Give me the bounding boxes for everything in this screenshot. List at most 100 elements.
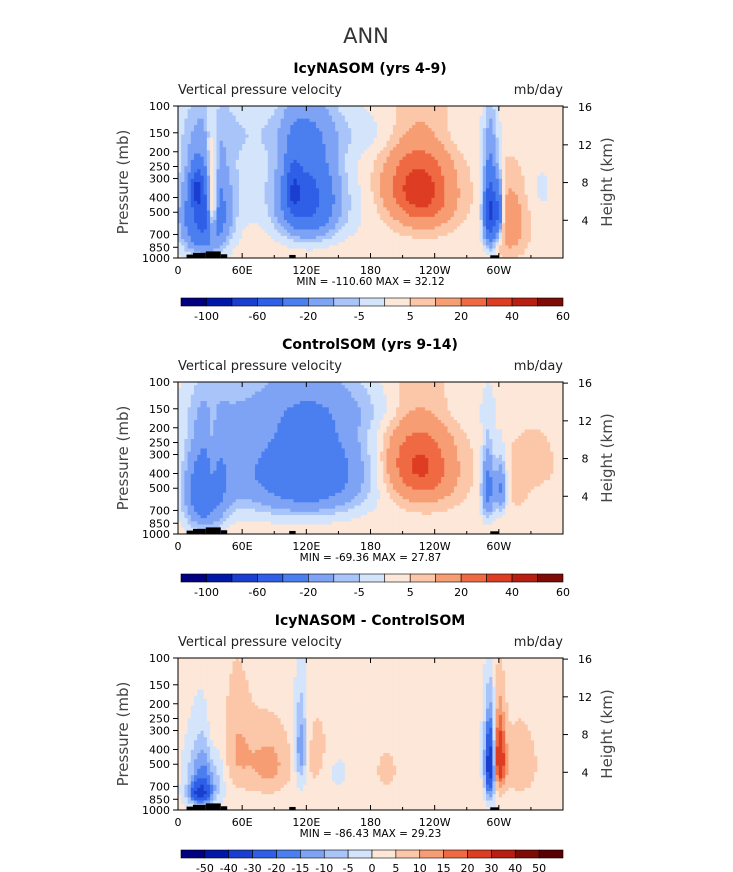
field-cell: [389, 210, 394, 215]
field-cell: [206, 109, 211, 113]
field-cell: [450, 175, 455, 180]
field-cell: [306, 251, 311, 256]
field-cell: [364, 106, 368, 110]
field-cell: [222, 197, 227, 202]
field-cell: [229, 194, 234, 199]
field-cell: [453, 134, 458, 139]
field-cell: [206, 188, 211, 192]
field-cell: [405, 112, 410, 116]
field-cell: [264, 254, 269, 259]
field-cell: [402, 172, 407, 177]
field-cell: [360, 188, 365, 192]
field-cell: [421, 191, 426, 196]
field-cell: [412, 121, 416, 126]
field-cell: [293, 175, 298, 180]
field-cell: [258, 169, 262, 173]
field-cell: [309, 182, 314, 186]
field-cell: [232, 115, 237, 120]
field-cell: [370, 147, 375, 151]
field-cell: [348, 245, 352, 249]
field-cell: [338, 147, 343, 151]
field-cell: [197, 175, 201, 180]
field-cell: [261, 197, 266, 202]
field-cell: [210, 112, 214, 116]
field-cell: [222, 109, 227, 113]
field-cell: [242, 144, 246, 148]
field-cell: [466, 251, 471, 256]
field-cell: [392, 106, 397, 110]
field-cell: [210, 210, 214, 215]
field-cell: [505, 144, 509, 148]
field-cell: [200, 248, 205, 253]
field-cell: [210, 147, 214, 151]
field-cell: [498, 226, 503, 230]
field-cell: [376, 248, 381, 253]
field-cell: [203, 207, 208, 211]
field-cell: [338, 213, 343, 218]
field-cell: [200, 226, 205, 230]
field-cell: [283, 159, 288, 164]
field-cell: [251, 210, 256, 215]
field-cell: [299, 172, 304, 177]
field-cell: [463, 188, 468, 192]
field-cell: [399, 134, 404, 139]
field-cell: [486, 178, 490, 183]
field-cell: [399, 182, 404, 186]
field-cell: [428, 150, 432, 154]
field-cell: [437, 156, 442, 161]
field-cell: [367, 216, 371, 221]
field-cell: [380, 210, 384, 215]
field-cell: [181, 112, 185, 116]
field-cell: [312, 251, 317, 256]
field-cell: [383, 188, 388, 192]
field-cell: [466, 229, 471, 234]
field-cell: [206, 156, 211, 161]
field-cell: [181, 239, 185, 243]
field-cell: [248, 239, 253, 243]
field-cell: [495, 163, 500, 167]
field-cell: [370, 166, 375, 170]
field-cell: [325, 191, 330, 196]
field-cell: [498, 185, 503, 189]
field-cell: [242, 229, 246, 234]
field-cell: [248, 125, 253, 129]
field-cell: [303, 178, 307, 183]
field-cell: [219, 185, 224, 189]
field-cell: [325, 201, 330, 205]
field-cell: [277, 213, 282, 218]
field-cell: [303, 239, 307, 243]
field-cell: [431, 242, 436, 246]
field-cell: [299, 201, 304, 205]
field-cell: [357, 194, 362, 199]
field-cell: [441, 207, 445, 211]
field-cell: [258, 137, 262, 142]
field-cell: [450, 166, 455, 170]
field-cell: [274, 159, 278, 164]
field-cell: [418, 197, 423, 202]
field-cell: [210, 213, 214, 218]
field-cell: [360, 153, 365, 158]
field-cell: [476, 112, 481, 116]
field-cell: [219, 204, 224, 208]
field-cell: [213, 112, 217, 116]
field-cell: [238, 239, 243, 243]
field-cell: [482, 229, 487, 234]
field-cell: [251, 220, 256, 224]
field-cell: [489, 220, 493, 224]
field-cell: [325, 185, 330, 189]
field-cell: [206, 226, 211, 230]
field-cell: [338, 169, 343, 173]
field-cell: [431, 191, 436, 196]
field-cell: [184, 150, 189, 154]
field-cell: [482, 163, 487, 167]
field-cell: [437, 220, 442, 224]
field-cell: [428, 232, 432, 237]
field-cell: [261, 245, 266, 249]
field-cell: [325, 131, 330, 135]
field-cell: [190, 204, 195, 208]
field-cell: [335, 204, 339, 208]
field-cell: [453, 115, 458, 120]
field-cell: [287, 128, 291, 132]
field-cell: [264, 245, 269, 249]
field-cell: [277, 248, 282, 253]
